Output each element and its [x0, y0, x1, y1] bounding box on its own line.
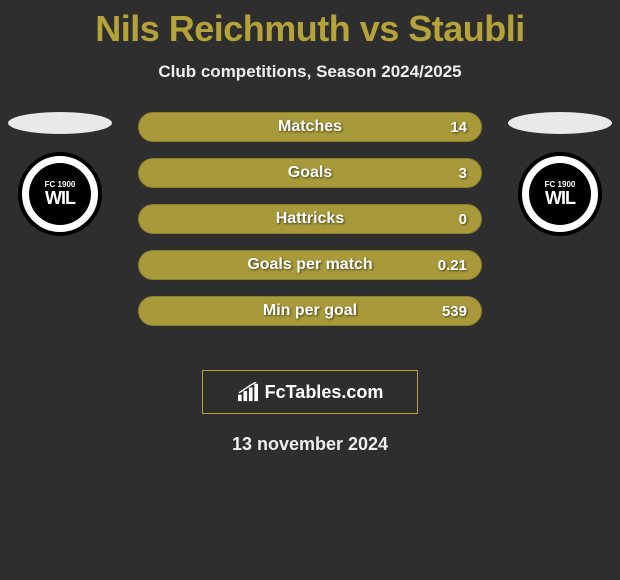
- stat-bar-matches: Matches 14: [138, 112, 482, 142]
- date-text: 13 november 2024: [0, 434, 620, 455]
- stat-value: 14: [450, 119, 467, 136]
- stat-value: 3: [459, 165, 467, 182]
- stat-bar-hattricks: Hattricks 0: [138, 204, 482, 234]
- club-badge-left: FC 1900 WIL: [18, 152, 102, 236]
- stat-value: 539: [442, 303, 467, 320]
- stat-bar-goals: Goals 3: [138, 158, 482, 188]
- stat-value: 0.21: [438, 257, 467, 274]
- player-right: FC 1900 WIL: [508, 112, 612, 236]
- stat-value: 0: [459, 211, 467, 228]
- stat-label: Goals per match: [139, 256, 481, 274]
- stat-bar-min-per-goal: Min per goal 539: [138, 296, 482, 326]
- ellipse-right: [508, 112, 612, 134]
- stat-bar-goals-per-match: Goals per match 0.21: [138, 250, 482, 280]
- main-area: FC 1900 WIL Matches 14 Goals 3 Hattricks…: [0, 112, 620, 352]
- badge-line2-right: WIL: [545, 189, 575, 207]
- stat-label: Hattricks: [139, 210, 481, 228]
- stat-label: Goals: [139, 164, 481, 182]
- player-left: FC 1900 WIL: [8, 112, 112, 236]
- badge-inner-right: FC 1900 WIL: [529, 163, 591, 225]
- stat-label: Min per goal: [139, 302, 481, 320]
- badge-line2-left: WIL: [45, 189, 75, 207]
- badge-inner-left: FC 1900 WIL: [29, 163, 91, 225]
- club-badge-right: FC 1900 WIL: [518, 152, 602, 236]
- chart-icon: [237, 382, 259, 402]
- stat-label: Matches: [139, 118, 481, 136]
- ellipse-left: [8, 112, 112, 134]
- logo-text: FcTables.com: [265, 382, 384, 403]
- stat-bars: Matches 14 Goals 3 Hattricks 0 Goals per…: [138, 112, 482, 342]
- logo-box[interactable]: FcTables.com: [202, 370, 418, 414]
- subtitle: Club competitions, Season 2024/2025: [0, 62, 620, 82]
- page-title: Nils Reichmuth vs Staubli: [0, 0, 620, 50]
